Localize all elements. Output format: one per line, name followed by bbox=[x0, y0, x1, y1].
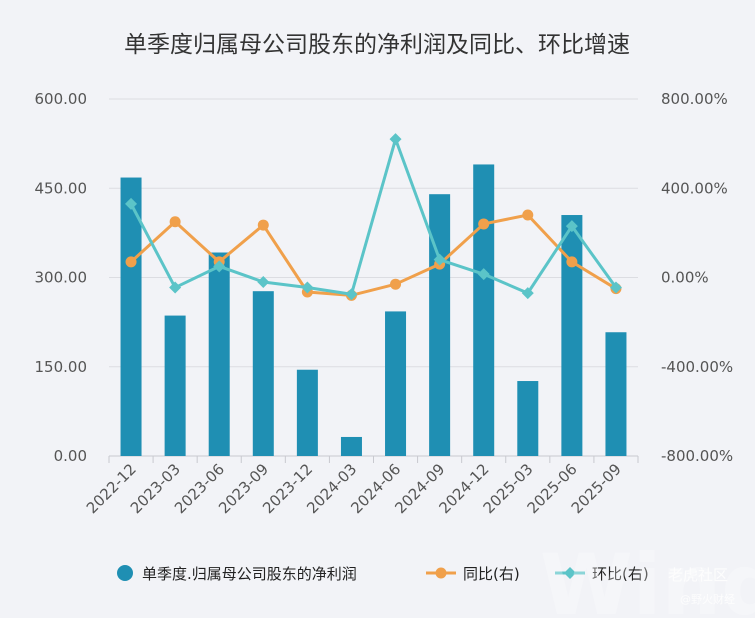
qoq-point bbox=[125, 197, 138, 210]
right-tick-label: 400.00% bbox=[661, 179, 728, 197]
bar bbox=[385, 311, 407, 456]
bar bbox=[517, 381, 539, 456]
legend-qoq-marker bbox=[564, 567, 576, 579]
left-tick-label: 300.00 bbox=[35, 269, 88, 287]
qoq-point bbox=[565, 220, 578, 233]
bar bbox=[605, 332, 627, 456]
legend-label-profit: 单季度.归属母公司股东的净利润 bbox=[142, 565, 357, 583]
bar bbox=[296, 369, 318, 456]
qoq-point bbox=[477, 268, 490, 281]
left-tick-label: 0.00 bbox=[54, 447, 87, 465]
yoy-point bbox=[257, 219, 269, 231]
bar bbox=[120, 177, 142, 457]
watermark: Wind 老虎社区 @野火财经 bbox=[540, 536, 755, 618]
chart-title: 单季度归属母公司股东的净利润及同比、环比增速 bbox=[124, 32, 630, 58]
yoy-point bbox=[390, 278, 402, 290]
bar bbox=[340, 436, 362, 456]
legend-bar-swatch bbox=[117, 565, 133, 581]
right-tick-label: -800.00% bbox=[661, 447, 733, 465]
bar bbox=[473, 164, 495, 456]
bar-series bbox=[120, 164, 627, 457]
left-tick-label: 450.00 bbox=[35, 179, 88, 197]
yoy-point bbox=[478, 218, 490, 230]
right-tick-label: 800.00% bbox=[661, 90, 728, 108]
qoq-point bbox=[389, 133, 402, 146]
watermark-brand: 老虎社区 bbox=[668, 566, 728, 584]
qoq-line bbox=[129, 137, 618, 296]
yoy-point bbox=[566, 256, 578, 268]
legend-label-qoq: 环比(右) bbox=[592, 565, 649, 583]
left-tick-label: 150.00 bbox=[35, 358, 88, 376]
bar bbox=[164, 315, 186, 456]
right-tick-label: 0.00% bbox=[661, 269, 709, 287]
x-axis: 2022-122023-032023-062023-092023-122024-… bbox=[83, 456, 639, 517]
yoy-line bbox=[130, 213, 617, 297]
watermark-logo-text: Wind bbox=[540, 536, 755, 618]
qoq-point bbox=[521, 287, 534, 300]
bar bbox=[252, 291, 274, 456]
legend-label-yoy: 同比(右) bbox=[463, 565, 520, 583]
left-axis-ticks: 0.00 150.00 300.00 450.00 600.00 bbox=[35, 90, 88, 465]
qoq-point bbox=[609, 281, 622, 294]
qoq-point bbox=[433, 253, 446, 266]
qoq-point bbox=[213, 260, 226, 273]
legend: 单季度.归属母公司股东的净利润 同比(右) 环比(右) bbox=[117, 565, 649, 583]
right-axis-ticks: -800.00% -400.00% 0.00% 400.00% 800.00% bbox=[661, 90, 733, 465]
grid-lines bbox=[109, 98, 638, 457]
legend-yoy-marker bbox=[435, 567, 447, 579]
watermark-handle: @野火财经 bbox=[680, 592, 735, 606]
yoy-point bbox=[169, 216, 181, 228]
line-series bbox=[125, 133, 622, 301]
qoq-point bbox=[345, 288, 358, 301]
qoq-point bbox=[257, 275, 270, 288]
bar bbox=[208, 252, 230, 456]
qoq-point bbox=[169, 281, 182, 294]
qoq-point bbox=[301, 281, 314, 294]
left-tick-label: 600.00 bbox=[35, 90, 88, 108]
yoy-point bbox=[125, 256, 137, 268]
yoy-point bbox=[522, 209, 534, 221]
right-tick-label: -400.00% bbox=[661, 358, 733, 376]
bar bbox=[561, 215, 583, 456]
bar bbox=[429, 194, 451, 456]
